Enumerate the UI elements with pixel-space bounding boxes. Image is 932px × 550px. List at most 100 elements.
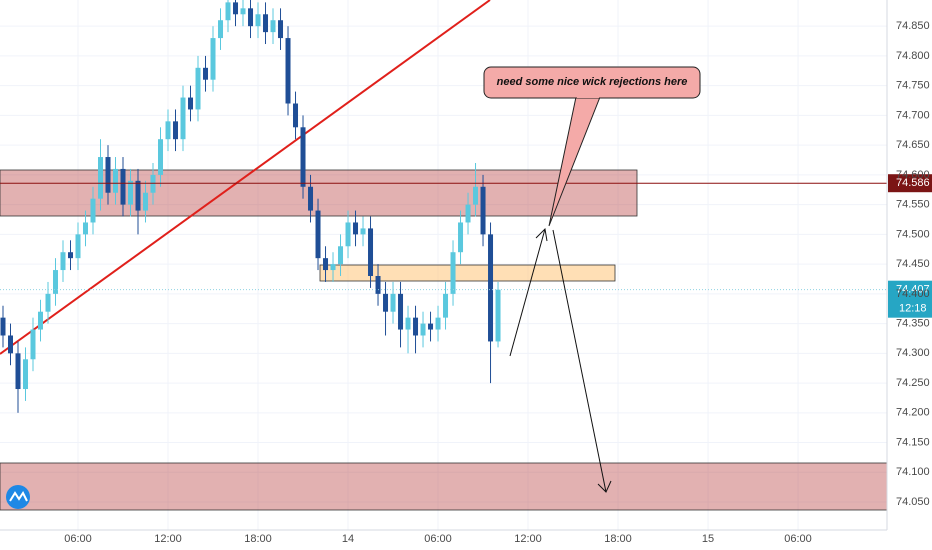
y-tick-label: 74.800 <box>896 50 930 62</box>
candle-body <box>53 270 59 294</box>
y-tick-label: 74.150 <box>896 436 930 448</box>
candle-body <box>390 293 396 312</box>
level-label: 74.586 <box>896 177 930 189</box>
candle-body <box>495 289 501 342</box>
candle-body <box>285 38 291 104</box>
candle-body <box>465 204 471 223</box>
x-tick-label: 14 <box>342 533 354 545</box>
x-tick-label: 06:00 <box>64 533 92 545</box>
candle-body <box>75 234 81 259</box>
candle-body <box>368 228 374 277</box>
candle-body <box>68 252 74 259</box>
candle-body <box>38 311 44 330</box>
y-tick-label: 74.600 <box>896 169 930 181</box>
candle-body <box>128 180 134 205</box>
candle-body <box>255 14 261 27</box>
candle-body <box>143 192 149 211</box>
candle-body <box>360 228 366 235</box>
level-label-box <box>888 174 932 193</box>
arrow-down <box>552 229 607 493</box>
candle-body <box>173 121 179 140</box>
candle-body <box>308 186 314 211</box>
y-tick-label: 74.200 <box>896 407 930 419</box>
candle-body <box>435 317 441 330</box>
candle-body <box>405 317 411 330</box>
y-tick-label: 74.050 <box>896 496 930 508</box>
candle-body <box>90 198 96 223</box>
candle-body <box>345 222 351 247</box>
candle-body <box>248 8 254 27</box>
candle-body <box>480 186 486 235</box>
candle-body <box>233 2 239 15</box>
y-tick-label: 74.750 <box>896 80 930 92</box>
candle-body <box>398 293 404 330</box>
y-tick-label: 74.100 <box>896 466 930 478</box>
candles <box>0 0 501 413</box>
candle-body <box>0 317 6 336</box>
candle-body <box>165 121 171 140</box>
candle-body <box>443 293 449 318</box>
candle-body <box>98 157 104 199</box>
y-tick-label: 74.450 <box>896 258 930 270</box>
candle-body <box>300 127 306 187</box>
countdown-label: 12:18 <box>899 303 927 315</box>
arrow-head <box>535 227 548 242</box>
candle-body <box>338 246 344 265</box>
candle-body <box>353 222 359 235</box>
candle-body <box>413 317 419 336</box>
candle-body <box>135 180 141 211</box>
x-tick-label: 06:00 <box>424 533 452 545</box>
candle-body <box>180 97 186 140</box>
candle-body <box>105 157 111 193</box>
candle-body <box>315 210 321 259</box>
candle-body <box>120 168 126 205</box>
x-tick-label: 06:00 <box>784 533 812 545</box>
levels: 74.586 74.407 12:18 <box>0 174 932 318</box>
candle-body <box>195 67 201 110</box>
candle-body <box>218 20 224 39</box>
candle-body <box>383 293 389 312</box>
y-tick-label: 74.700 <box>896 109 930 121</box>
candle-body <box>293 103 299 128</box>
candle-body <box>158 139 164 175</box>
x-tick-label: 12:00 <box>514 533 542 545</box>
candle-body <box>263 14 269 33</box>
candle-body <box>203 67 209 80</box>
candle-body <box>473 186 479 205</box>
candle-body <box>113 168 119 193</box>
candle-body <box>428 323 434 330</box>
callout-text: need some nice wick rejections here <box>497 76 688 88</box>
y-tick-label: 74.500 <box>896 228 930 240</box>
candle-body <box>150 174 156 193</box>
candle-body <box>323 258 329 271</box>
logo-mark <box>9 491 28 502</box>
y-tick-label: 74.350 <box>896 317 930 329</box>
candle-body <box>225 2 231 21</box>
y-tick-label: 74.300 <box>896 347 930 359</box>
candle-body <box>30 329 36 360</box>
candle-body <box>330 264 336 271</box>
candle-body <box>240 8 246 15</box>
arrow-head <box>597 480 612 493</box>
y-tick-label: 74.550 <box>896 199 930 211</box>
x-tick-label: 18:00 <box>244 533 272 545</box>
logo <box>6 485 30 509</box>
x-tick-label: 15 <box>702 533 714 545</box>
candle-body <box>458 222 464 253</box>
candle-body <box>375 276 381 294</box>
y-tick-label: 74.650 <box>896 139 930 151</box>
y-tick-label: 74.400 <box>896 288 930 300</box>
y-tick-label: 74.250 <box>896 377 930 389</box>
candle-body <box>210 38 216 80</box>
y-tick-label: 74.850 <box>896 20 930 32</box>
support-zone <box>319 264 616 282</box>
candle-body <box>15 353 21 390</box>
candle-body <box>23 359 29 390</box>
candle-body <box>8 335 14 354</box>
arrow-up <box>509 228 546 357</box>
x-tick-label: 18:00 <box>604 533 632 545</box>
candle-body <box>420 323 426 336</box>
trend-line <box>0 0 491 355</box>
candle-body <box>450 252 456 294</box>
